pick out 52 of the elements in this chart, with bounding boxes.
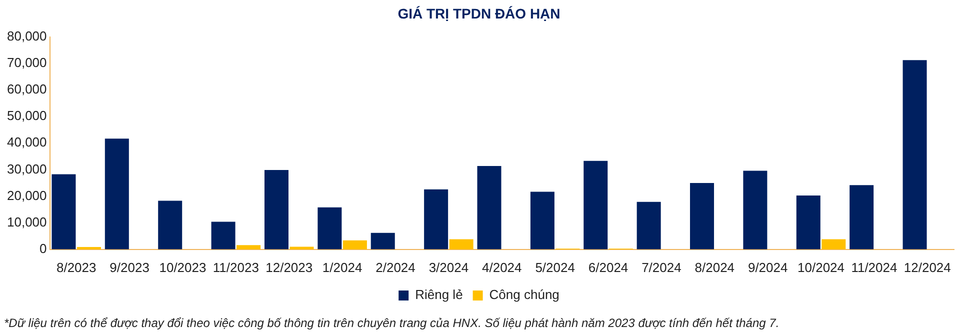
chart-title: GIÁ TRỊ TPDN ĐÁO HẠN xyxy=(398,5,560,22)
x-tick-label: 5/2024 xyxy=(535,260,575,275)
bar xyxy=(636,202,661,250)
y-tick-label: 10,000 xyxy=(6,214,47,230)
y-tick-label: 30,000 xyxy=(6,161,47,176)
x-tick-label: 4/2024 xyxy=(482,260,522,275)
y-tick-label: 80,000 xyxy=(6,28,47,44)
bar xyxy=(211,222,236,250)
x-tick-label: 3/2024 xyxy=(428,260,469,275)
legend-label: Công chúng xyxy=(489,287,560,302)
x-tick-label: 11/2024 xyxy=(851,260,898,275)
bar xyxy=(530,192,554,250)
bar xyxy=(52,174,76,250)
x-tick-label: 2/2024 xyxy=(376,260,416,275)
bar xyxy=(290,246,314,250)
bar xyxy=(743,170,768,250)
x-tick-label: 12/2023 xyxy=(266,260,313,275)
y-tick-label: 70,000 xyxy=(6,54,47,70)
x-tick-label: 8/2023 xyxy=(56,260,96,275)
y-tick-label: 20,000 xyxy=(6,188,47,203)
bar xyxy=(690,182,714,250)
bar xyxy=(104,138,129,250)
bar xyxy=(477,166,502,250)
x-tick-label: 8/2024 xyxy=(694,260,735,275)
bar xyxy=(236,245,261,250)
bar xyxy=(584,160,608,250)
bar xyxy=(424,189,448,250)
bar xyxy=(449,239,474,250)
y-tick-label: 60,000 xyxy=(6,82,47,97)
x-tick-label: 10/2024 xyxy=(798,260,845,275)
x-tick-label: 6/2024 xyxy=(588,260,628,275)
x-tick-label: 7/2024 xyxy=(642,260,682,275)
x-tick-label: 9/2023 xyxy=(110,260,150,275)
bar xyxy=(370,232,395,250)
bar xyxy=(264,170,288,250)
bar xyxy=(158,200,182,250)
bar xyxy=(902,60,927,250)
x-tick-label: 1/2024 xyxy=(322,260,362,275)
x-tick-label: 11/2023 xyxy=(212,260,259,275)
legend-label: Riêng lẻ xyxy=(415,287,463,302)
bar xyxy=(850,185,874,250)
x-tick-label: 10/2023 xyxy=(159,260,206,275)
text: *Dữ liệu trên có thể được thay đổi theo việc công bố thông tin trên chuyên trang của HNX. Số liệu phát hành năm 2023 được tính đến hết tháng 7. xyxy=(4,316,780,330)
bar xyxy=(822,239,846,250)
bar xyxy=(342,240,367,250)
y-tick-label: 50,000 xyxy=(6,108,47,124)
x-tick-label: 9/2024 xyxy=(748,260,788,275)
bar xyxy=(796,195,820,250)
y-tick-label: 0 xyxy=(40,240,47,256)
y-tick-label: 40,000 xyxy=(6,134,47,150)
bar xyxy=(318,207,342,250)
x-tick-label: 12/2024 xyxy=(904,260,951,275)
